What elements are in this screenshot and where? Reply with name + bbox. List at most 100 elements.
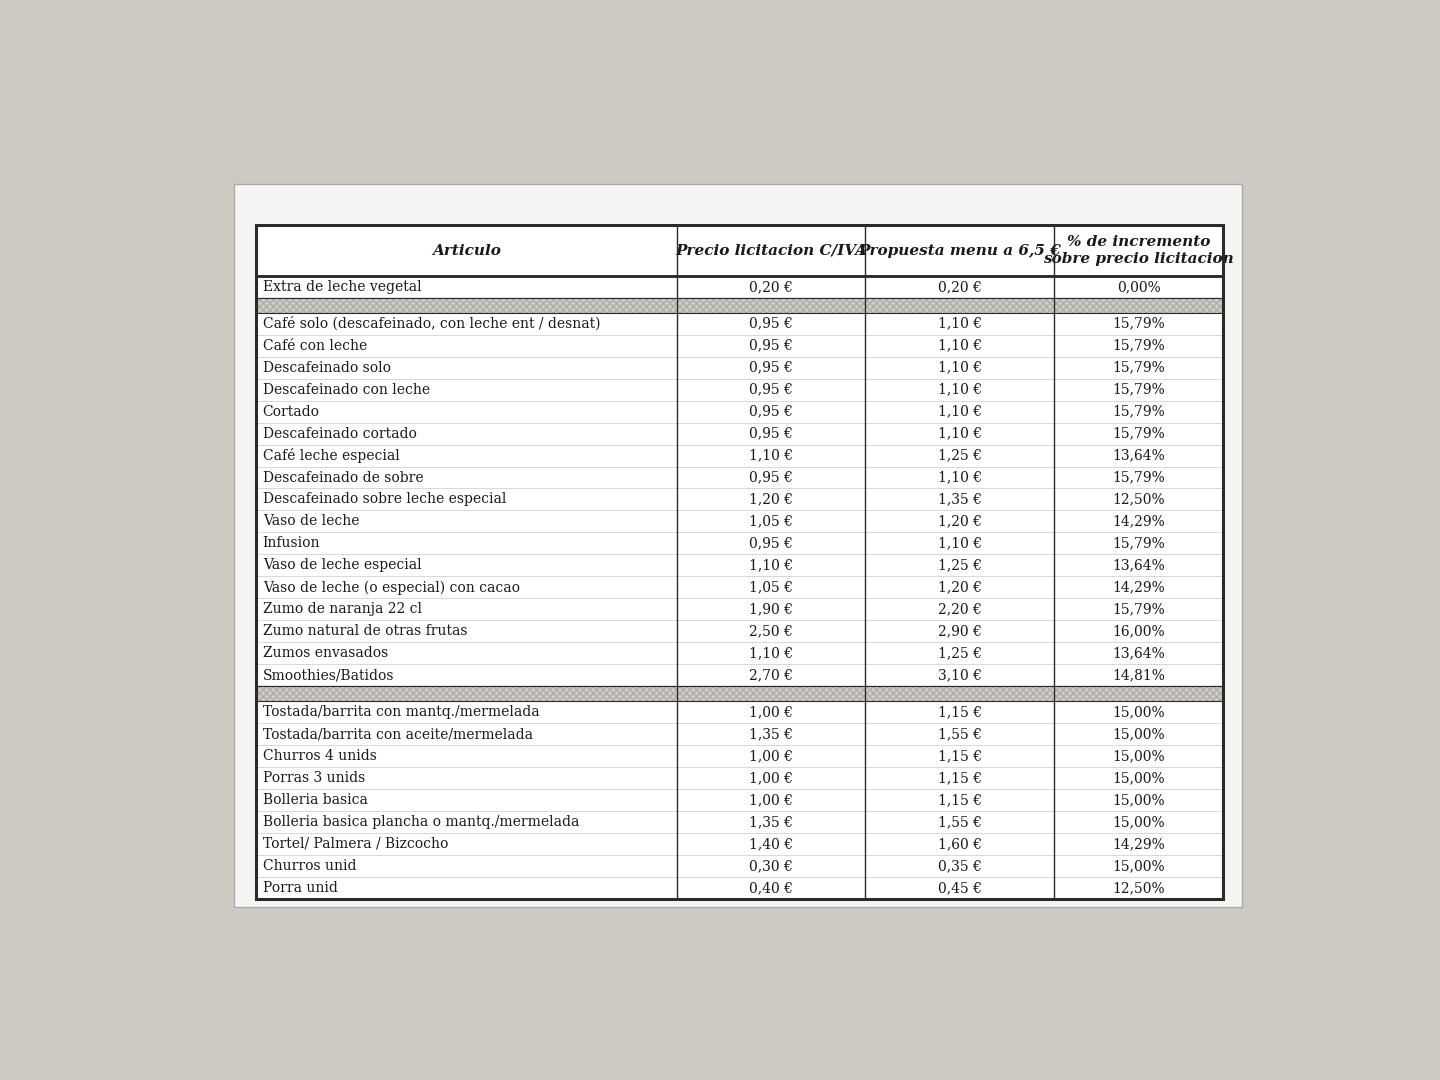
Text: 2,70 €: 2,70 € bbox=[749, 669, 793, 683]
Text: 1,20 €: 1,20 € bbox=[937, 514, 982, 528]
Text: Descafeinado con leche: Descafeinado con leche bbox=[262, 382, 429, 396]
Text: 1,10 €: 1,10 € bbox=[937, 427, 982, 441]
Text: 0,45 €: 0,45 € bbox=[937, 881, 982, 895]
Text: 1,55 €: 1,55 € bbox=[937, 727, 982, 741]
Bar bbox=[256, 789, 1224, 811]
Text: 1,25 €: 1,25 € bbox=[937, 448, 982, 462]
Text: 15,00%: 15,00% bbox=[1113, 793, 1165, 807]
Text: 1,00 €: 1,00 € bbox=[749, 705, 793, 719]
Bar bbox=[256, 401, 1224, 422]
Text: 1,90 €: 1,90 € bbox=[749, 603, 793, 617]
Bar bbox=[256, 298, 1224, 313]
Text: 1,10 €: 1,10 € bbox=[937, 339, 982, 353]
Text: 1,15 €: 1,15 € bbox=[937, 793, 982, 807]
Bar bbox=[256, 643, 1224, 664]
Text: 15,00%: 15,00% bbox=[1113, 705, 1165, 719]
Bar bbox=[256, 620, 1224, 643]
Text: 0,95 €: 0,95 € bbox=[749, 361, 793, 375]
Text: 15,79%: 15,79% bbox=[1113, 471, 1165, 485]
Text: Vaso de leche especial: Vaso de leche especial bbox=[262, 558, 422, 572]
Text: Tortel/ Palmera / Bizcocho: Tortel/ Palmera / Bizcocho bbox=[262, 837, 448, 851]
Text: 1,10 €: 1,10 € bbox=[937, 361, 982, 375]
Text: 1,60 €: 1,60 € bbox=[937, 837, 982, 851]
Bar bbox=[256, 598, 1224, 620]
Text: 1,05 €: 1,05 € bbox=[749, 514, 793, 528]
Bar bbox=[256, 686, 1224, 701]
Text: 0,40 €: 0,40 € bbox=[749, 881, 793, 895]
Text: 12,50%: 12,50% bbox=[1113, 492, 1165, 507]
Text: 0,95 €: 0,95 € bbox=[749, 316, 793, 330]
Text: Churros 4 unids: Churros 4 unids bbox=[262, 750, 376, 764]
Text: 1,10 €: 1,10 € bbox=[937, 471, 982, 485]
Text: 15,79%: 15,79% bbox=[1113, 405, 1165, 419]
Text: 1,20 €: 1,20 € bbox=[937, 580, 982, 594]
Text: Churros unid: Churros unid bbox=[262, 859, 356, 873]
Bar bbox=[256, 445, 1224, 467]
Text: Vaso de leche: Vaso de leche bbox=[262, 514, 359, 528]
Text: Precio licitacion C/IVA: Precio licitacion C/IVA bbox=[675, 244, 867, 257]
Bar bbox=[256, 356, 1224, 379]
Text: 13,64%: 13,64% bbox=[1113, 558, 1165, 572]
Text: 15,00%: 15,00% bbox=[1113, 859, 1165, 873]
Text: Porra unid: Porra unid bbox=[262, 881, 337, 895]
Text: 1,35 €: 1,35 € bbox=[749, 727, 793, 741]
Text: 1,10 €: 1,10 € bbox=[749, 448, 793, 462]
Text: 16,00%: 16,00% bbox=[1113, 624, 1165, 638]
Text: Zumos envasados: Zumos envasados bbox=[262, 646, 387, 660]
Text: 0,20 €: 0,20 € bbox=[937, 280, 982, 294]
Text: Extra de leche vegetal: Extra de leche vegetal bbox=[262, 280, 422, 294]
Text: 0,95 €: 0,95 € bbox=[749, 405, 793, 419]
Text: 12,50%: 12,50% bbox=[1113, 881, 1165, 895]
Text: 1,10 €: 1,10 € bbox=[937, 537, 982, 551]
Text: 0,00%: 0,00% bbox=[1117, 280, 1161, 294]
Text: 1,15 €: 1,15 € bbox=[937, 771, 982, 785]
Bar bbox=[256, 686, 1224, 701]
Text: 14,29%: 14,29% bbox=[1113, 837, 1165, 851]
Text: 1,15 €: 1,15 € bbox=[937, 750, 982, 764]
Text: 13,64%: 13,64% bbox=[1113, 646, 1165, 660]
Text: Porras 3 unids: Porras 3 unids bbox=[262, 771, 364, 785]
Text: 1,10 €: 1,10 € bbox=[937, 382, 982, 396]
Bar bbox=[256, 577, 1224, 598]
Text: 1,10 €: 1,10 € bbox=[937, 405, 982, 419]
Text: Infusion: Infusion bbox=[262, 537, 320, 551]
Text: 0,95 €: 0,95 € bbox=[749, 339, 793, 353]
Bar bbox=[256, 701, 1224, 724]
Text: 0,95 €: 0,95 € bbox=[749, 471, 793, 485]
Bar bbox=[256, 877, 1224, 899]
Bar bbox=[256, 767, 1224, 789]
Text: 15,79%: 15,79% bbox=[1113, 382, 1165, 396]
Text: 14,29%: 14,29% bbox=[1113, 514, 1165, 528]
Bar bbox=[256, 226, 1224, 275]
Text: 1,25 €: 1,25 € bbox=[937, 558, 982, 572]
Bar bbox=[256, 313, 1224, 335]
Text: 3,10 €: 3,10 € bbox=[937, 669, 982, 683]
Text: 15,00%: 15,00% bbox=[1113, 750, 1165, 764]
Bar bbox=[256, 833, 1224, 855]
Text: 15,79%: 15,79% bbox=[1113, 427, 1165, 441]
Text: Zumo de naranja 22 cl: Zumo de naranja 22 cl bbox=[262, 603, 422, 617]
Bar bbox=[256, 467, 1224, 488]
Text: Cortado: Cortado bbox=[262, 405, 320, 419]
Text: 2,90 €: 2,90 € bbox=[937, 624, 982, 638]
Bar bbox=[256, 664, 1224, 686]
Text: Articulo: Articulo bbox=[432, 244, 501, 257]
Text: 1,05 €: 1,05 € bbox=[749, 580, 793, 594]
Text: 2,20 €: 2,20 € bbox=[937, 603, 982, 617]
Text: 1,55 €: 1,55 € bbox=[937, 815, 982, 829]
Text: Propuesta menu a 6,5 €: Propuesta menu a 6,5 € bbox=[858, 244, 1061, 257]
Text: 1,00 €: 1,00 € bbox=[749, 771, 793, 785]
Bar bbox=[256, 811, 1224, 833]
Text: 1,25 €: 1,25 € bbox=[937, 646, 982, 660]
Text: Bolleria basica: Bolleria basica bbox=[262, 793, 367, 807]
Text: 15,79%: 15,79% bbox=[1113, 361, 1165, 375]
Text: Tostada/barrita con aceite/mermelada: Tostada/barrita con aceite/mermelada bbox=[262, 727, 533, 741]
Text: 1,40 €: 1,40 € bbox=[749, 837, 793, 851]
Text: Zumo natural de otras frutas: Zumo natural de otras frutas bbox=[262, 624, 467, 638]
Bar bbox=[256, 379, 1224, 401]
Bar bbox=[233, 184, 1243, 907]
Bar bbox=[256, 724, 1224, 745]
Text: 14,81%: 14,81% bbox=[1112, 669, 1165, 683]
Text: Café leche especial: Café leche especial bbox=[262, 448, 399, 463]
Text: 2,50 €: 2,50 € bbox=[749, 624, 793, 638]
